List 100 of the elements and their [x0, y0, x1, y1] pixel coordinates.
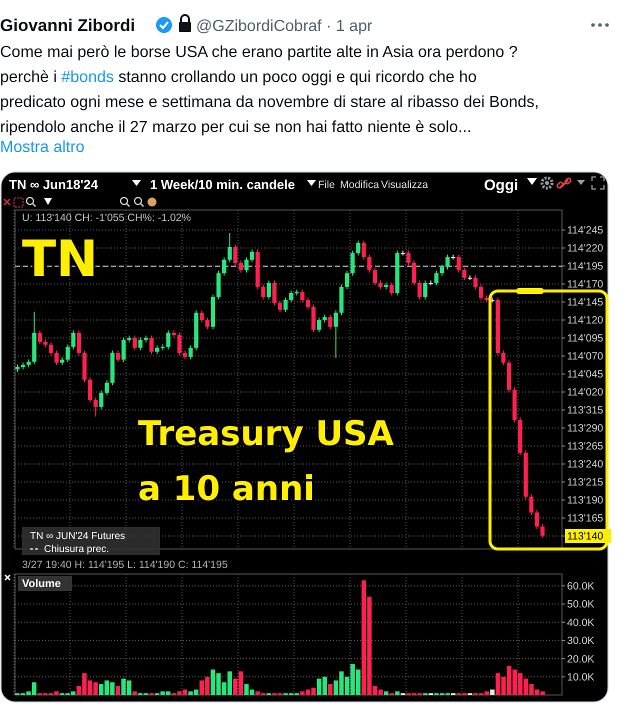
candlestick: [266, 280, 271, 300]
text: 3/27 19:40 H: 114'195 L: 114'190 C: 114'195: [22, 559, 228, 571]
candlestick: [71, 330, 76, 350]
candlestick: [462, 267, 466, 281]
candlestick: [306, 297, 310, 310]
bar: [490, 690, 495, 695]
candlestick: [149, 335, 154, 355]
candlestick: [434, 270, 438, 286]
text: 114'245: [567, 224, 604, 237]
candlestick: [356, 240, 360, 256]
legend-label: Chiusura prec.: [44, 544, 110, 555]
candlestick: [238, 260, 243, 274]
candlestick: [445, 254, 450, 270]
candlestick: [501, 350, 506, 366]
text: Mostra altro: [0, 139, 85, 156]
annotation: Volume: [22, 578, 61, 590]
text: perchè i #bonds stanno crollando un poco oggi e qui ricordo che ho: [0, 69, 477, 86]
candlestick: [122, 336, 126, 363]
candlestick: [222, 256, 226, 276]
annotation: a 10 anni: [138, 469, 315, 509]
text: 113'190: [567, 494, 604, 507]
text: ripendolo anche il 27 marzo per cui se non hai fatto niente è solo...: [0, 119, 472, 136]
text: File: [318, 179, 336, 191]
y-tick-label: 20.0K: [567, 653, 594, 666]
text: Giovanni Zibordi: [0, 16, 136, 35]
text: 1 Week/10 min. candele: [150, 177, 295, 192]
candlestick: [328, 314, 332, 330]
candlestick: [418, 280, 422, 300]
bar: [132, 691, 137, 695]
text: 113'290: [567, 422, 604, 435]
candlestick: [166, 330, 170, 350]
text: 113'165: [567, 512, 604, 525]
candlestick: [272, 280, 277, 306]
text: 114'095: [567, 332, 604, 345]
candlestick: [478, 284, 484, 301]
text: 113'140: [567, 530, 604, 543]
bar: [328, 684, 333, 695]
candlestick: [300, 289, 304, 303]
text: 113'240: [567, 458, 604, 471]
text: TN ∞ Jun18'24: [9, 177, 99, 192]
candlestick: [138, 336, 142, 351]
candlestick: [456, 254, 461, 274]
y-tick-label: 30.0K: [567, 635, 594, 648]
y-tick-label: 10.0K: [567, 671, 594, 684]
candlestick: [406, 250, 411, 266]
candlestick: [390, 282, 394, 296]
candlestick: [244, 256, 249, 274]
text: 114'145: [567, 296, 604, 309]
candlestick: [440, 264, 444, 276]
candlestick: [76, 330, 82, 356]
text: Visualizza: [381, 179, 428, 191]
text: 114'070: [567, 350, 604, 363]
candlestick: [350, 250, 355, 276]
candlestick: [362, 240, 366, 260]
text: 114'170: [567, 278, 604, 291]
y-tick-label: 60.0K: [567, 580, 594, 592]
text: 114'020: [567, 386, 604, 399]
text: 113'215: [567, 476, 604, 489]
candlestick: [38, 330, 42, 345]
candlestick: [54, 350, 59, 366]
text: 114'045: [567, 368, 604, 381]
candlestick: [412, 260, 416, 286]
candlestick: [94, 396, 98, 418]
text: 114'195: [567, 260, 604, 273]
candlestick: [534, 510, 540, 530]
candlestick: [250, 248, 254, 263]
candlestick: [311, 304, 316, 333]
candlestick: [205, 317, 210, 330]
text: Oggi: [484, 177, 518, 194]
text: U: 113'140 CH: -1'055 CH%: -1.02%: [22, 212, 191, 224]
text: @GZibordiCobraf · 1 apr: [196, 18, 373, 35]
candlestick: [88, 376, 92, 403]
candlestick: [233, 244, 238, 266]
candlestick: [216, 270, 221, 300]
candlestick: [66, 344, 70, 363]
candlestick: [344, 270, 350, 290]
bar: [384, 691, 388, 695]
annotation: Treasury USA: [138, 414, 395, 454]
text: 113'315: [567, 404, 604, 417]
text: 114'120: [567, 314, 604, 327]
text: Come mai però le borse USA che erano partite alte in Asia ora perdono ?: [0, 44, 518, 61]
candlestick: [283, 297, 288, 313]
candlestick: [48, 342, 54, 356]
text: predicato ogni mese e settimana da novembre di stare al ribasso dei Bonds,: [0, 94, 539, 111]
candlestick: [188, 344, 193, 360]
bar: [116, 686, 120, 695]
candlestick: [289, 290, 294, 303]
candlestick: [132, 335, 137, 351]
text: 113'265: [567, 440, 604, 453]
candlestick: [317, 317, 322, 333]
bar: [395, 691, 400, 695]
text: 114'220: [567, 242, 604, 255]
candlestick: [99, 390, 104, 410]
candlestick: [261, 284, 266, 300]
candlestick: [540, 524, 545, 538]
candlestick: [200, 310, 204, 324]
y-tick-label: 40.0K: [567, 616, 594, 629]
y-tick-label: 50.0K: [567, 598, 594, 611]
annotation: TN ∞ JUN'24 Futures: [30, 531, 126, 542]
candlestick: [177, 332, 182, 356]
